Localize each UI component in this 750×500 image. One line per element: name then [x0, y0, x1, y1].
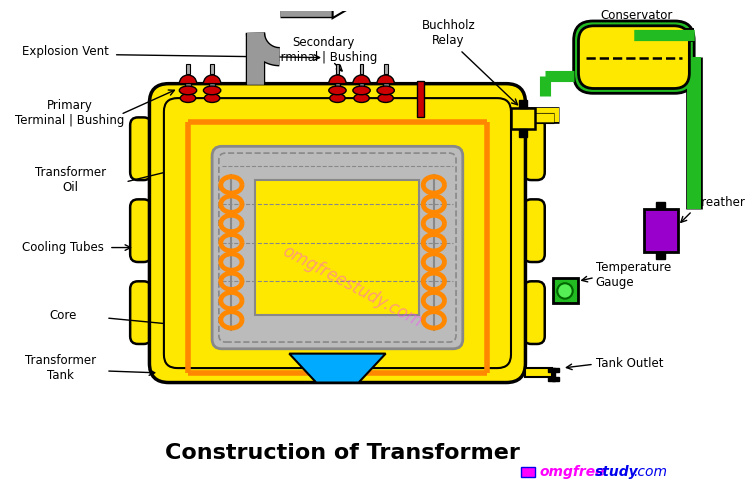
Polygon shape [290, 354, 386, 382]
Bar [359, 64, 364, 74]
Wedge shape [352, 75, 370, 84]
Polygon shape [333, 0, 349, 18]
Text: omgfree: omgfree [540, 465, 605, 479]
FancyBboxPatch shape [212, 146, 463, 349]
Text: Primary
Terminal | Bushing: Primary Terminal | Bushing [15, 98, 124, 126]
Text: Transformer
Oil: Transformer Oil [34, 166, 106, 194]
Text: Tank Outlet: Tank Outlet [596, 357, 663, 370]
FancyBboxPatch shape [524, 282, 544, 344]
Bar [656, 252, 665, 259]
Text: Temperature
Gauge: Temperature Gauge [596, 260, 671, 288]
FancyBboxPatch shape [130, 282, 152, 344]
Bar [519, 129, 527, 136]
Bar [334, 79, 340, 98]
Bar [185, 79, 191, 98]
Bar [511, 108, 535, 129]
Bar [384, 64, 388, 74]
Text: Cooling Tubes: Cooling Tubes [22, 241, 104, 254]
Wedge shape [203, 75, 220, 84]
Bar [256, 180, 419, 315]
Ellipse shape [180, 94, 196, 102]
Polygon shape [520, 468, 535, 477]
Text: Transformer
Tank: Transformer Tank [26, 354, 96, 382]
Wedge shape [377, 75, 394, 84]
Bar [416, 81, 424, 118]
Text: study: study [595, 465, 638, 479]
Bar [548, 377, 560, 380]
Text: Conservator
Tank: Conservator Tank [600, 9, 673, 37]
Ellipse shape [179, 86, 196, 94]
Text: Breather: Breather [694, 196, 746, 208]
Ellipse shape [328, 86, 346, 94]
Bar [548, 368, 560, 372]
FancyBboxPatch shape [149, 84, 526, 382]
Wedge shape [328, 75, 346, 84]
Text: .com: .com [634, 465, 668, 479]
Bar [358, 79, 364, 98]
FancyBboxPatch shape [130, 200, 152, 262]
Text: Secondary
Terminal | Bushing: Secondary Terminal | Bushing [268, 36, 378, 64]
Wedge shape [179, 75, 196, 84]
FancyBboxPatch shape [578, 26, 689, 88]
Bar [186, 64, 190, 74]
Ellipse shape [352, 86, 370, 94]
Text: omgfreestudy.com: omgfreestudy.com [279, 242, 424, 330]
FancyBboxPatch shape [574, 21, 694, 94]
FancyBboxPatch shape [130, 118, 152, 180]
Bar [644, 209, 678, 252]
Text: Construction of Transformer: Construction of Transformer [165, 443, 520, 463]
Ellipse shape [330, 94, 345, 102]
FancyBboxPatch shape [524, 200, 544, 262]
Ellipse shape [377, 86, 394, 94]
Ellipse shape [378, 94, 393, 102]
Bar [553, 368, 555, 380]
Bar [526, 368, 553, 377]
Bar [554, 278, 578, 302]
Bar [656, 202, 665, 209]
Bar [335, 64, 339, 74]
FancyBboxPatch shape [524, 118, 544, 180]
Bar [519, 100, 527, 108]
Bar [382, 79, 388, 98]
Ellipse shape [203, 86, 220, 94]
Bar [210, 64, 214, 74]
Ellipse shape [205, 94, 220, 102]
Bar [209, 79, 215, 98]
Circle shape [557, 283, 573, 298]
Text: Core: Core [49, 308, 76, 322]
Text: Buchholz
Relay: Buchholz Relay [422, 18, 476, 46]
Ellipse shape [354, 94, 369, 102]
Text: Explosion Vent: Explosion Vent [22, 46, 109, 59]
FancyBboxPatch shape [164, 98, 511, 368]
